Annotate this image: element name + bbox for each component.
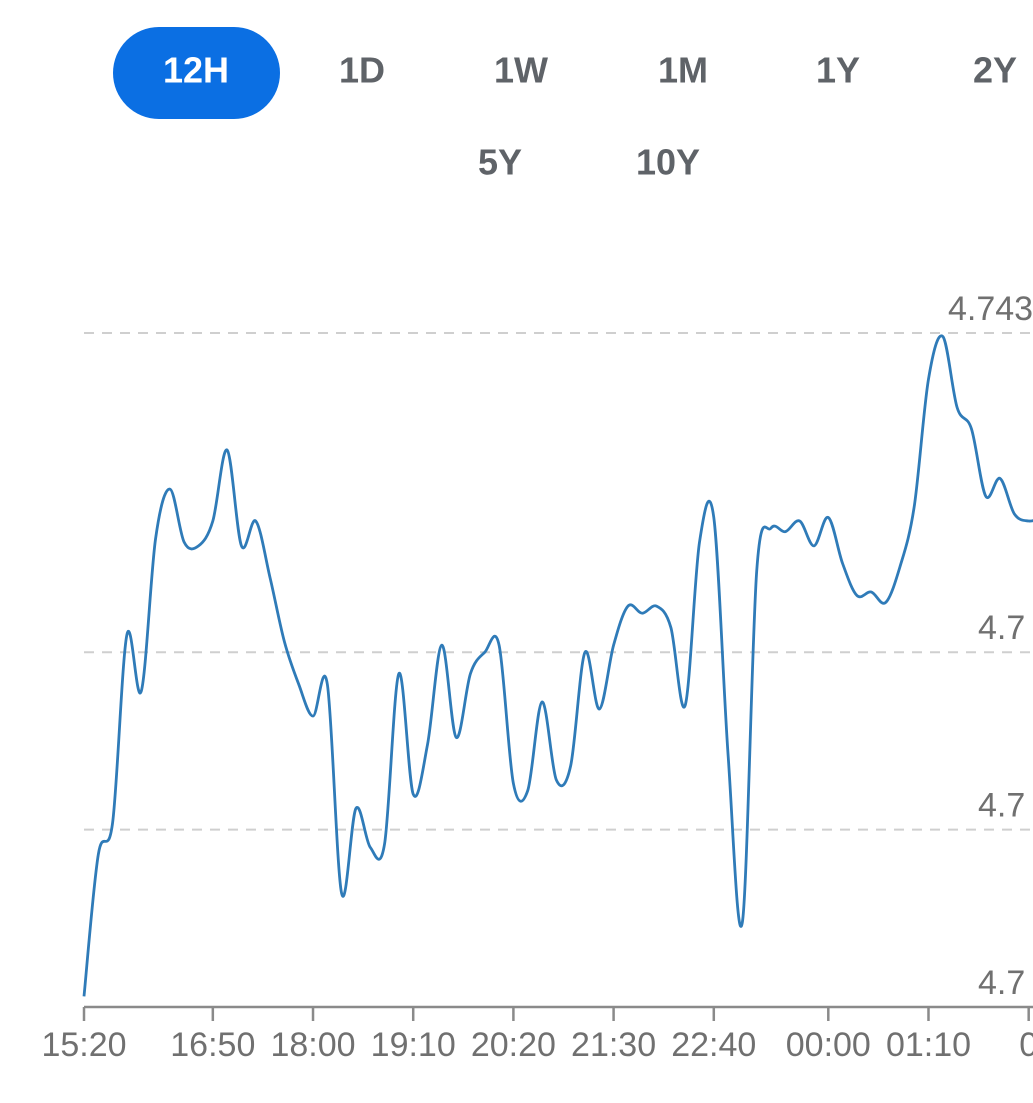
y-tick-label: 4.743	[948, 290, 1033, 328]
x-tick-label: 19:10	[371, 1026, 456, 1064]
x-tick-label: 0	[1019, 1026, 1033, 1064]
y-tick-label: 4.7	[978, 609, 1025, 647]
range-button[interactable]: 10Y	[636, 142, 700, 183]
active-button-bg[interactable]	[113, 27, 280, 119]
range-button[interactable]: 2Y	[973, 50, 1017, 91]
y-tick-label: 4.7	[978, 964, 1025, 1002]
x-tick-label: 01:10	[886, 1026, 971, 1064]
range-button[interactable]: 5Y	[478, 142, 522, 183]
range-button[interactable]: 1D	[339, 50, 385, 91]
range-button[interactable]: 1M	[658, 50, 708, 91]
range-button[interactable]: 1Y	[816, 50, 860, 91]
x-tick-label: 16:50	[170, 1026, 255, 1064]
x-tick-label: 20:20	[471, 1026, 556, 1064]
x-tick-label: 00:00	[786, 1026, 871, 1064]
x-tick-label: 18:00	[270, 1026, 355, 1064]
x-tick-label: 22:40	[671, 1026, 756, 1064]
x-tick-label: 21:30	[571, 1026, 656, 1064]
range-button[interactable]: 1W	[494, 50, 548, 91]
price-line	[82, 334, 1033, 997]
range-button[interactable]: 12H	[163, 50, 229, 91]
x-tick-label: 15:20	[41, 1026, 126, 1064]
y-tick-label: 4.7	[978, 787, 1025, 825]
